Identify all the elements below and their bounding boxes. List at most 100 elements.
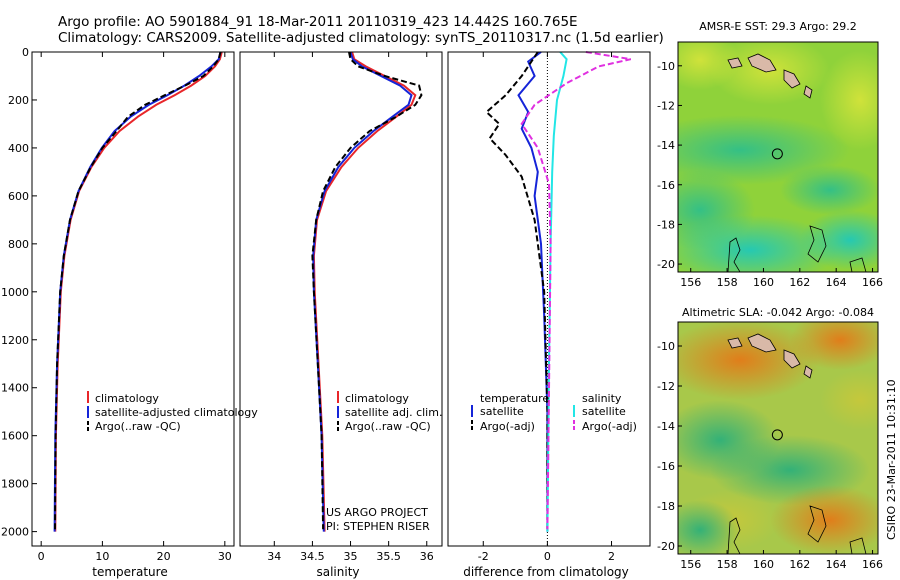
difference-axes-frame xyxy=(447,51,651,547)
temperature-series xyxy=(53,51,223,532)
difference-legend-label-sal-satellite: satellite xyxy=(582,405,626,418)
sla-lat-tick-label: -14 xyxy=(657,420,675,433)
salinity-series-climatology xyxy=(312,51,417,532)
sla-heatmap-field xyxy=(678,322,878,554)
temperature-legend-label-climatology: climatology xyxy=(95,392,159,405)
salinity-xtick-label: 34.5 xyxy=(300,550,325,563)
sla-lon-tick-label: 160 xyxy=(753,558,774,571)
depth-tick-label: 200 xyxy=(8,94,29,107)
temperature-legend-label-argo: Argo(..raw -QC) xyxy=(95,420,181,433)
sst-lon-tick-label: 162 xyxy=(789,276,810,289)
difference-series-temperature-argo xyxy=(485,51,549,530)
temperature-series-argo xyxy=(54,51,222,530)
salinity-legend-label-climatology: climatology xyxy=(345,392,409,405)
difference-xtick-label: 2 xyxy=(608,550,615,563)
salinity-xtick-label: 35.5 xyxy=(376,550,401,563)
sst-lon-tick-label: 164 xyxy=(826,276,847,289)
sst-map-y-ticks: -10 -12 -14 -16 -18 -20 xyxy=(657,60,682,271)
sla-lat-tick-label: -12 xyxy=(657,380,675,393)
depth-y-ticks: 0 200 400 600 800 1000 1200 1400 1600 1800 2000 xyxy=(1,46,37,539)
sla-lat-tick-label: -18 xyxy=(657,500,675,513)
difference-series xyxy=(485,51,632,532)
difference-series-salinity-argo xyxy=(520,51,632,530)
sst-lat-tick-label: -20 xyxy=(657,258,675,271)
sst-map-frame xyxy=(677,41,879,273)
pi-annotation: PI: STEPHEN RISER xyxy=(326,520,430,533)
sla-map-title: Altimetric SLA: -0.042 Argo: -0.084 xyxy=(682,306,874,319)
sla-lat-tick-label: -16 xyxy=(657,460,675,473)
temperature-x-ticks: 0 10 20 30 xyxy=(38,52,232,563)
salinity-xtick-label: 36 xyxy=(420,550,434,563)
temperature-xtick-label: 20 xyxy=(157,550,171,563)
sla-coastline-solomon xyxy=(727,333,813,379)
temperature-xlabel: temperature xyxy=(92,565,167,579)
csiro-timestamp: CSIRO 23-Mar-2011 10:31:10 xyxy=(885,379,898,540)
salinity-legend-label-satellite: satellite adj. clim. xyxy=(345,406,442,419)
sla-lon-tick-label: 158 xyxy=(717,558,738,571)
sst-lon-tick-label: 160 xyxy=(753,276,774,289)
project-annotation: US ARGO PROJECT xyxy=(326,506,428,519)
sst-lat-tick-label: -16 xyxy=(657,179,675,192)
sla-lon-tick-label: 164 xyxy=(826,558,847,571)
sst-map-title: AMSR-E SST: 29.3 Argo: 29.2 xyxy=(699,20,857,33)
sst-lon-tick-label: 166 xyxy=(862,276,883,289)
temperature-panel: 0 10 20 30 0 200 400 600 800 1000 1200 1400 1600 180… xyxy=(1,46,258,579)
temperature-series-climatology xyxy=(54,51,223,532)
depth-tick-label: 1600 xyxy=(1,430,29,443)
difference-legend-label-sal-argo: Argo(-adj) xyxy=(582,420,637,433)
difference-legend-heading-salinity: salinity xyxy=(582,392,622,405)
sst-heatmap-field xyxy=(678,42,878,272)
salinity-series xyxy=(311,51,423,532)
title-line-1: Argo profile: AO 5901884_91 18-Mar-2011 … xyxy=(58,14,578,30)
depth-tick-label: 1800 xyxy=(1,478,29,491)
salinity-x-ticks: 34 34.5 35 35.5 36 xyxy=(267,52,434,563)
sst-argo-marker xyxy=(771,148,783,160)
salinity-series-argo xyxy=(311,51,423,530)
sst-coastline-vanuatu xyxy=(727,225,867,272)
sla-lon-tick-label: 166 xyxy=(862,558,883,571)
depth-tick-label: 1200 xyxy=(1,334,29,347)
sst-lat-tick-label: -18 xyxy=(657,218,675,231)
sla-argo-marker xyxy=(771,429,783,441)
temperature-legend: climatology satellite-adjusted climatolo… xyxy=(87,391,258,433)
sla-lat-tick-label: -20 xyxy=(657,540,675,553)
salinity-legend: climatology satellite adj. clim. Argo(..… xyxy=(337,391,442,433)
difference-legend-heading-temperature: temperature xyxy=(480,392,549,405)
depth-tick-label: 400 xyxy=(8,142,29,155)
sst-lat-tick-label: -14 xyxy=(657,139,675,152)
difference-xtick-label: -2 xyxy=(478,550,489,563)
sla-map-frame xyxy=(677,321,879,555)
salinity-axes-frame xyxy=(239,51,443,547)
sst-lon-tick-label: 156 xyxy=(680,276,701,289)
difference-legend: temperature satellite Argo(-adj) salinit… xyxy=(471,392,637,433)
difference-xtick-label: 0 xyxy=(544,550,551,563)
salinity-series-satellite xyxy=(312,51,413,532)
salinity-panel: 34 34.5 35 35.5 36 salinity climatology sate… xyxy=(239,51,443,579)
depth-tick-label: 2000 xyxy=(1,526,29,539)
temperature-xtick-label: 30 xyxy=(218,550,232,563)
difference-series-salinity-satellite xyxy=(546,51,568,532)
salinity-legend-label-argo: Argo(..raw -QC) xyxy=(345,420,431,433)
salinity-xtick-label: 34 xyxy=(267,550,281,563)
sla-lat-tick-label: -10 xyxy=(657,340,675,353)
temperature-legend-label-satellite: satellite-adjusted climatology xyxy=(95,406,258,419)
sst-lon-tick-label: 158 xyxy=(717,276,738,289)
salinity-xlabel: salinity xyxy=(316,565,359,579)
temperature-series-satellite xyxy=(53,51,222,532)
sst-map-x-ticks: 156 158 160 162 164 166 xyxy=(680,268,883,289)
sst-map-panel: AMSR-E SST: 29.3 Argo: 29.2 156 158 160 162… xyxy=(657,20,883,289)
depth-tick-label: 0 xyxy=(22,46,29,59)
difference-series-temperature-satellite xyxy=(517,51,549,532)
depth-tick-label: 1000 xyxy=(1,286,29,299)
sla-coastline-vanuatu xyxy=(727,505,867,554)
sst-lat-tick-label: -12 xyxy=(657,99,675,112)
sla-map-panel: Altimetric SLA: -0.042 Argo: -0.084 156 1… xyxy=(657,306,883,571)
difference-panel: -2 0 2 difference from climatology tempera… xyxy=(447,51,651,579)
difference-legend-label-temp-satellite: satellite xyxy=(480,405,524,418)
sst-lat-tick-label: -10 xyxy=(657,60,675,73)
depth-tick-label: 800 xyxy=(8,238,29,251)
salinity-xtick-label: 35 xyxy=(344,550,358,563)
depth-tick-label: 1400 xyxy=(1,382,29,395)
difference-legend-label-temp-argo: Argo(-adj) xyxy=(480,420,535,433)
